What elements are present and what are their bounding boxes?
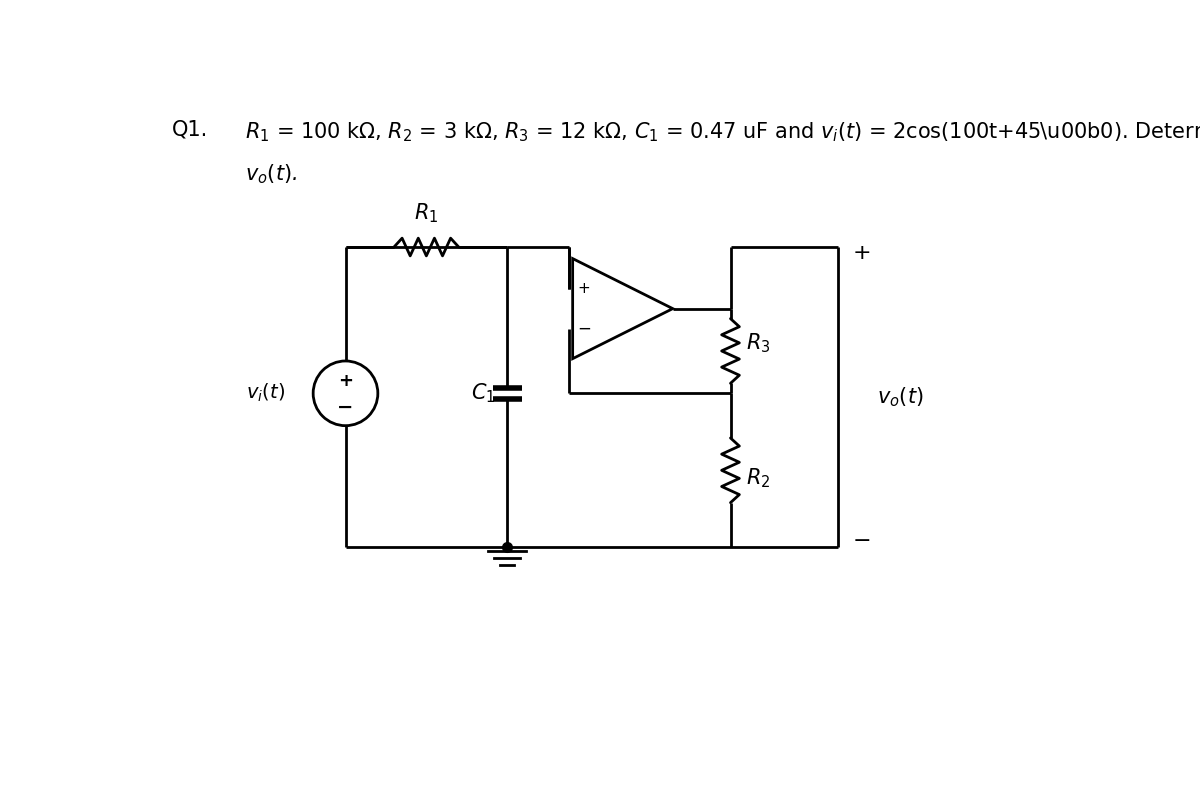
Text: +: + (852, 243, 871, 263)
Text: −: − (337, 398, 354, 417)
Text: Q1.: Q1. (173, 120, 209, 140)
Text: $C_1$: $C_1$ (472, 381, 496, 405)
Text: $R_1$ = 100 k$\Omega$, $R_2$ = 3 k$\Omega$, $R_3$ = 12 k$\Omega$, $C_1$ = 0.47 u: $R_1$ = 100 k$\Omega$, $R_2$ = 3 k$\Omeg… (246, 120, 1200, 143)
Text: −: − (577, 320, 592, 337)
Text: $v_o(t)$: $v_o(t)$ (877, 385, 923, 409)
Text: $R_1$: $R_1$ (414, 202, 438, 225)
Text: $v_i(t)$: $v_i(t)$ (246, 382, 286, 404)
Text: $R_3$: $R_3$ (746, 332, 770, 355)
Text: −: − (852, 531, 871, 551)
Text: +: + (338, 372, 353, 390)
Text: $R_2$: $R_2$ (746, 466, 770, 490)
Text: +: + (578, 281, 590, 296)
Text: $v_o(t)$.: $v_o(t)$. (246, 162, 298, 186)
